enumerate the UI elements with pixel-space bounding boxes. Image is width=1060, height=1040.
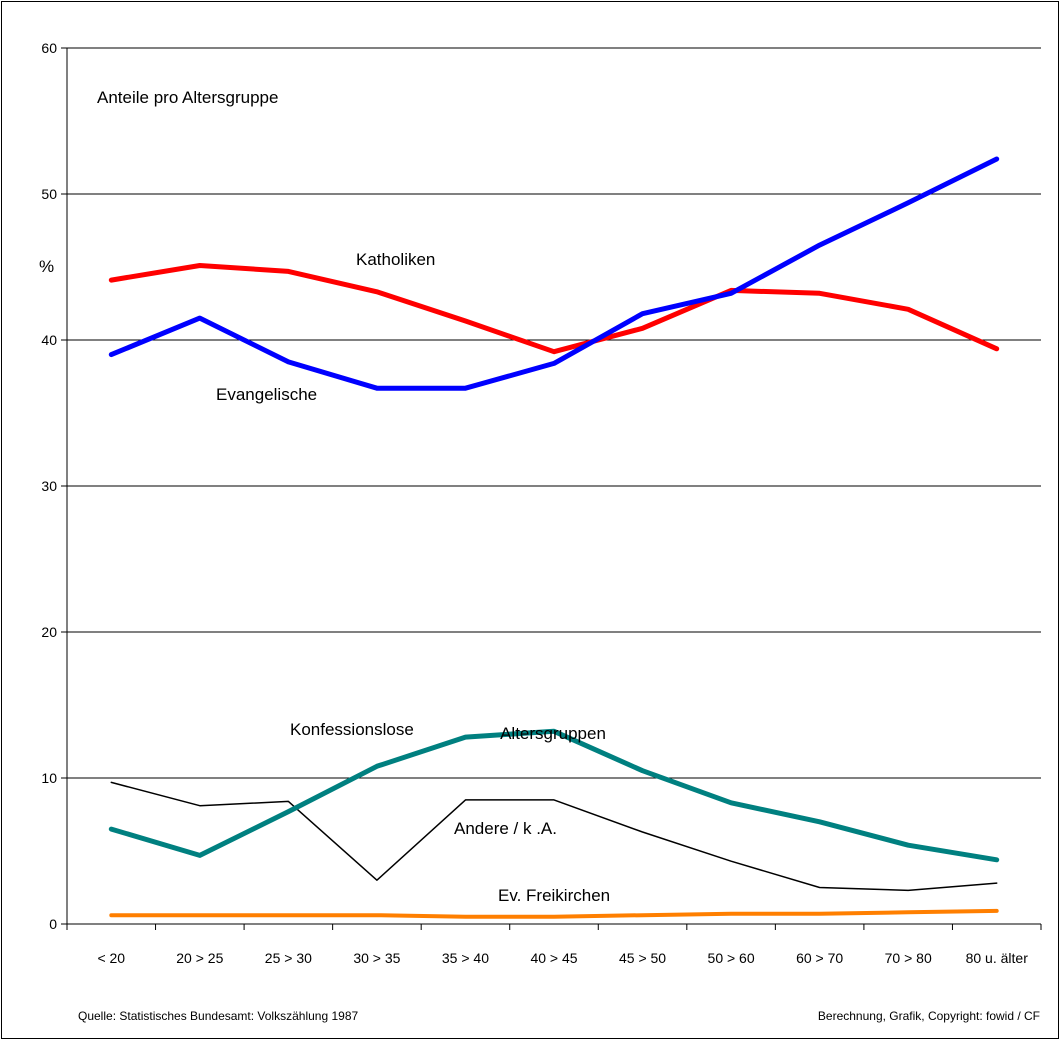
x-tick-label: 40 > 45: [530, 950, 577, 966]
series-label-andere: Andere / k .A.: [454, 819, 557, 838]
series-line-evangelische: [108, 156, 1000, 391]
x-tick-label: 30 > 35: [353, 950, 400, 966]
x-tick-label: 20 > 25: [176, 950, 223, 966]
x-tick-label: 45 > 50: [619, 950, 666, 966]
y-tick-labels: 0 10 20 30 40 50 60: [41, 40, 57, 932]
y-tick-label: 20: [41, 624, 57, 640]
x-tick-label: 80 u. älter: [966, 950, 1029, 966]
y-tick-label: 30: [41, 478, 57, 494]
series-label-katholiken: Katholiken: [356, 250, 435, 269]
x-axis-label: Altersgruppen: [500, 724, 606, 743]
x-tick-label: 70 > 80: [885, 950, 932, 966]
series-line-ev-freikirchen: [109, 908, 999, 919]
series-line-konfessionslose: [108, 728, 1000, 863]
copyright-note: Berechnung, Grafik, Copyright: fowid / C…: [818, 1009, 1040, 1023]
source-note: Quelle: Statistisches Bundesamt: Volkszä…: [78, 1009, 358, 1023]
series-line-katholiken: [108, 263, 1000, 355]
chart-title: Anteile pro Altersgruppe: [97, 88, 278, 107]
series-label-evangelische: Evangelische: [216, 385, 317, 404]
series-label-freikirchen: Ev. Freikirchen: [498, 886, 610, 905]
y-tick-label: 60: [41, 40, 57, 56]
y-tick-label: 50: [41, 186, 57, 202]
y-tick-label: 0: [49, 916, 57, 932]
y-tick-label: 10: [41, 770, 57, 786]
x-tick-label: < 20: [97, 950, 125, 966]
y-tick-label: 40: [41, 332, 57, 348]
axes: [66, 48, 1042, 930]
x-tick-label: 50 > 60: [708, 950, 755, 966]
x-tick-label: 60 > 70: [796, 950, 843, 966]
x-tick-labels: < 20 20 > 25 25 > 30 30 > 35 35 > 40 40 > 45 4…: [97, 950, 1028, 966]
x-tick-label: 25 > 30: [265, 950, 312, 966]
y-axis-label: %: [39, 257, 54, 276]
series-lines: [108, 156, 1000, 919]
series-label-konfessionslose: Konfessionslose: [290, 720, 414, 739]
x-tick-label: 35 > 40: [442, 950, 489, 966]
series-line-andere-k-a: [110, 781, 998, 892]
grid-lines: [61, 47, 1041, 925]
